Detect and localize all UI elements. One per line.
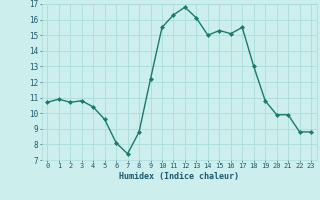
X-axis label: Humidex (Indice chaleur): Humidex (Indice chaleur): [119, 172, 239, 181]
